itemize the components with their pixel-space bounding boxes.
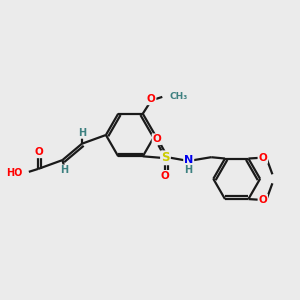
Text: S: S — [161, 151, 170, 164]
Text: CH₃: CH₃ — [169, 92, 188, 101]
Text: H: H — [78, 128, 86, 138]
Text: O: O — [161, 171, 170, 182]
Text: H: H — [184, 165, 192, 176]
Text: N: N — [184, 155, 193, 165]
Text: H: H — [60, 165, 68, 175]
Text: O: O — [147, 94, 156, 104]
Text: HO: HO — [6, 168, 22, 178]
Text: O: O — [152, 134, 161, 144]
Text: O: O — [258, 153, 267, 163]
Text: O: O — [258, 195, 267, 205]
Text: O: O — [34, 147, 43, 157]
